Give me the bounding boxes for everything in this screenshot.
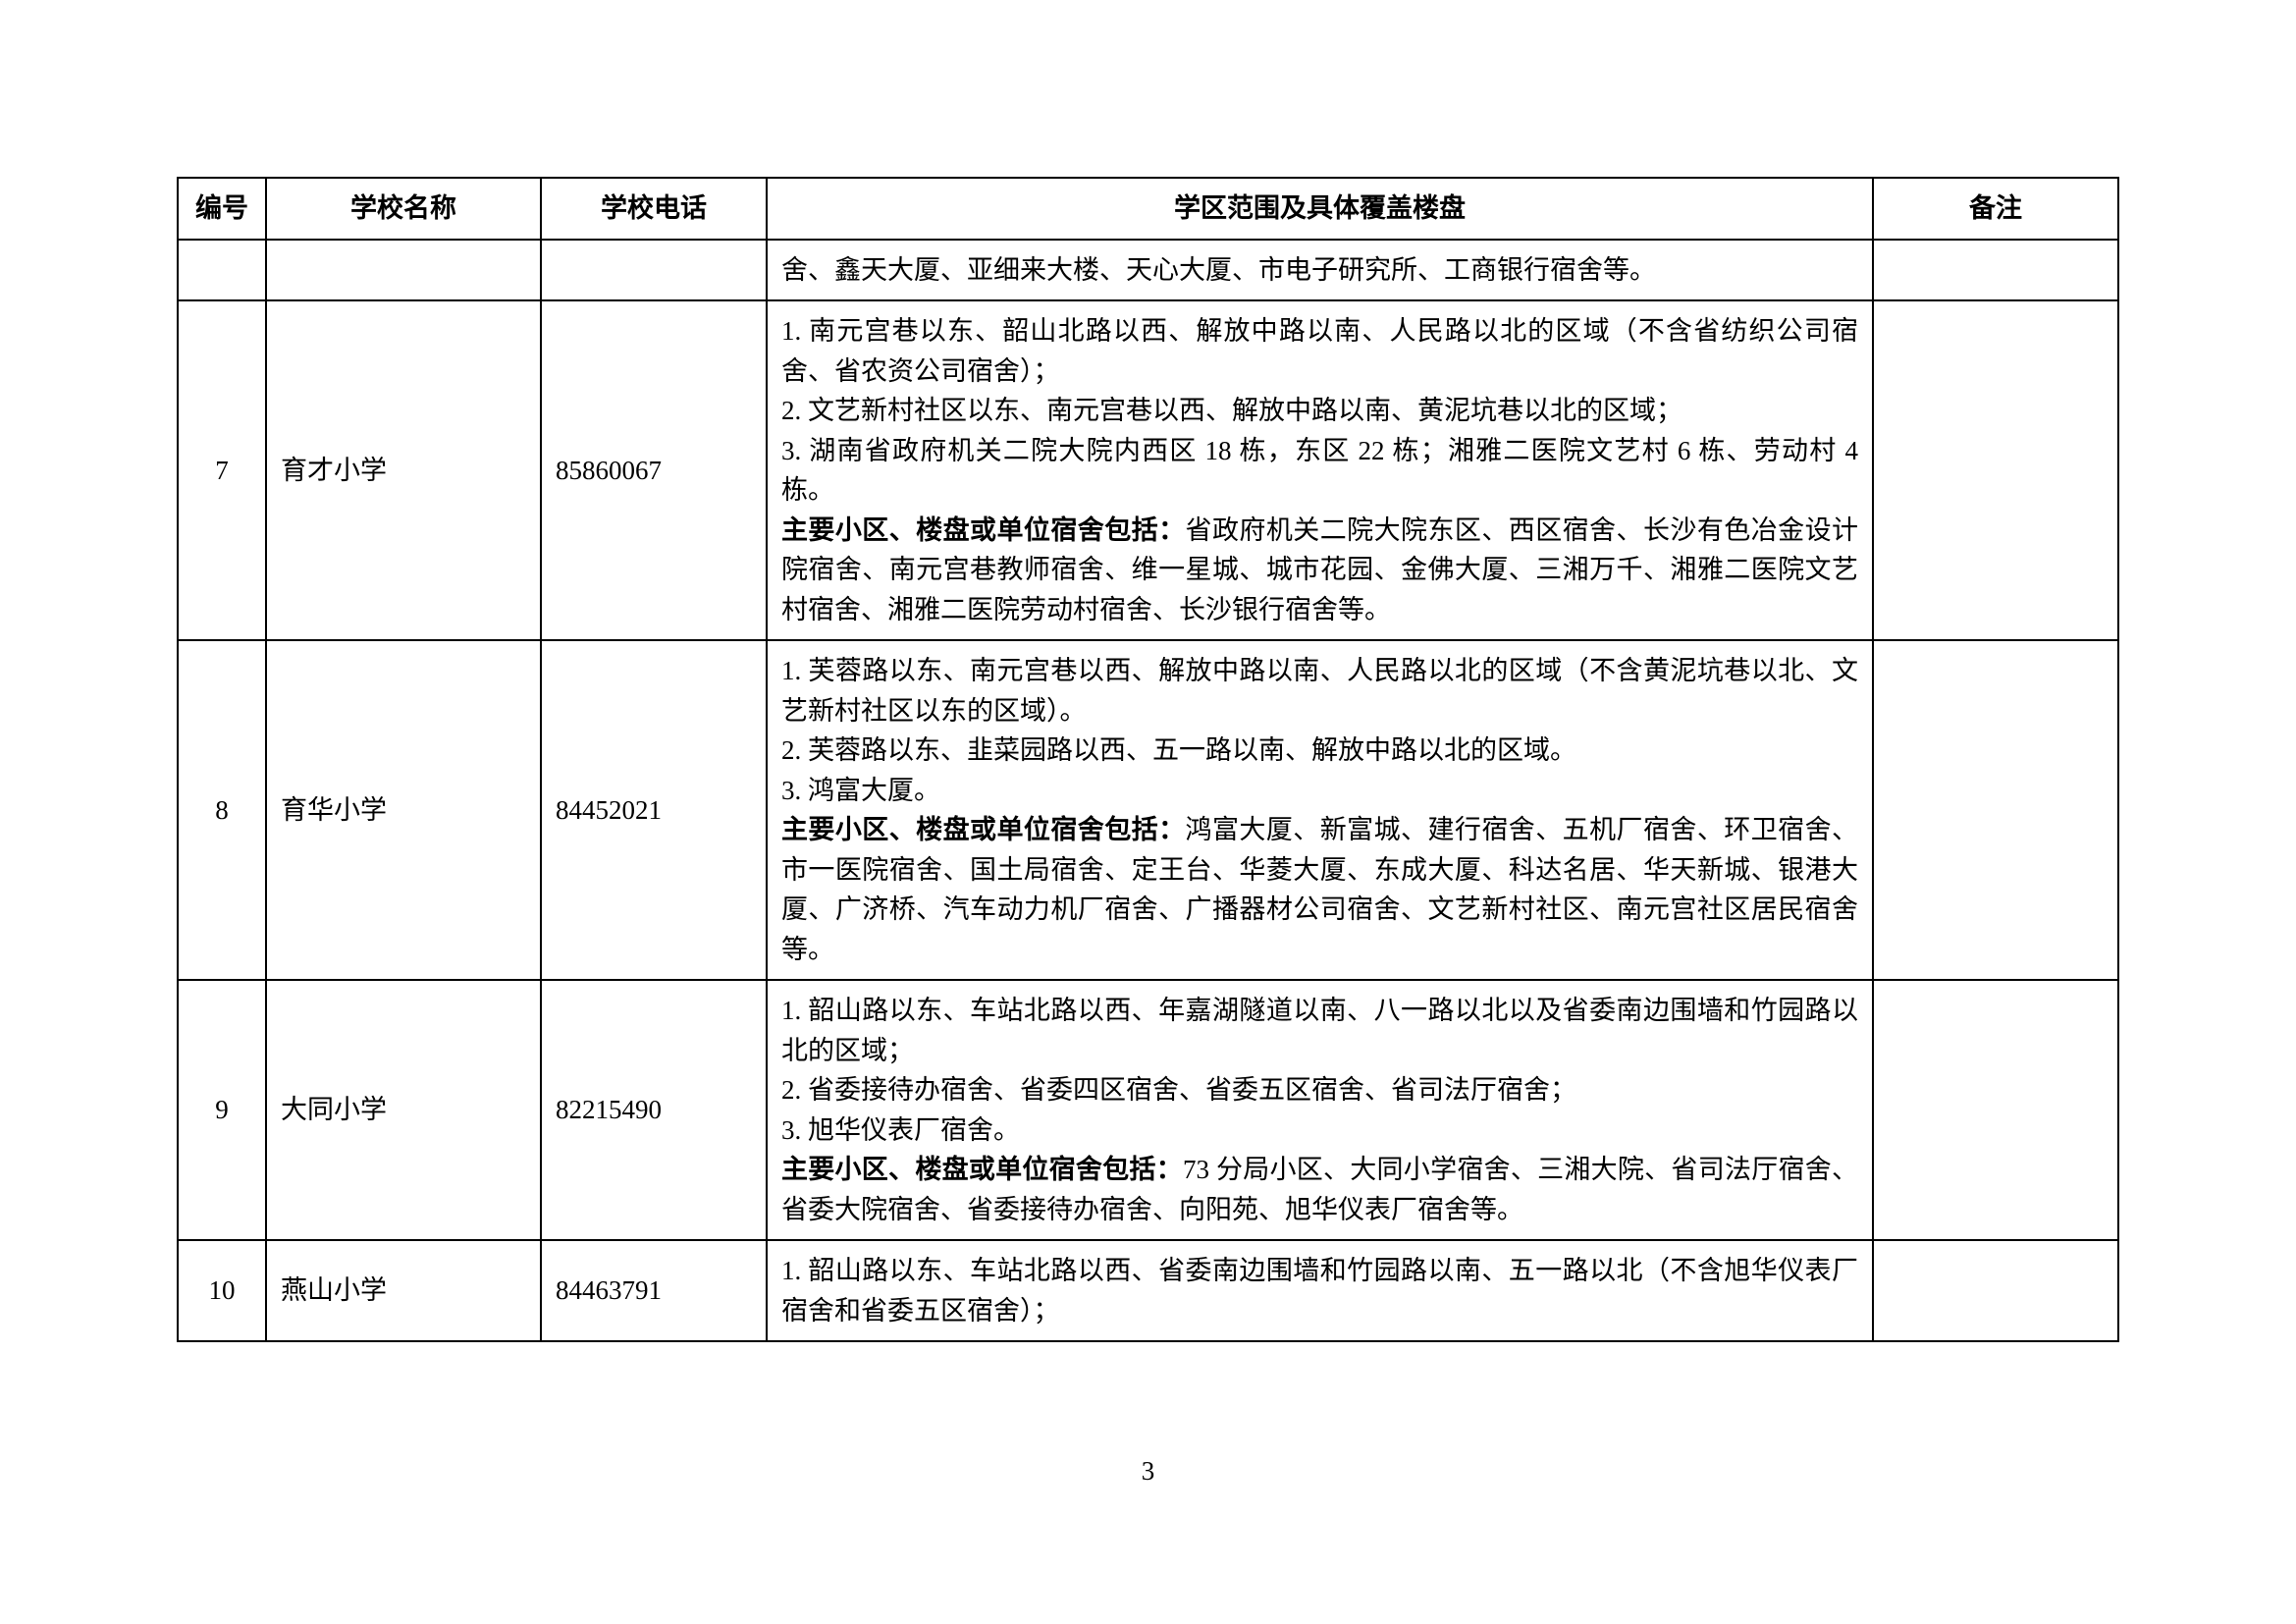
cell-description: 1. 南元宫巷以东、韶山北路以西、解放中路以南、人民路以北的区域（不含省纺织公司… — [767, 300, 1873, 640]
cell-phone: 85860067 — [541, 300, 767, 640]
cell-note — [1873, 240, 2118, 301]
table-row: 7育才小学858600671. 南元宫巷以东、韶山北路以西、解放中路以南、人民路… — [178, 300, 2118, 640]
cell-phone: 82215490 — [541, 980, 767, 1240]
desc-bold-label: 主要小区、楼盘或单位宿舍包括： — [781, 815, 1186, 844]
cell-id: 8 — [178, 640, 266, 980]
header-phone: 学校电话 — [541, 178, 767, 240]
desc-text: 1. 韶山路以东、车站北路以西、省委南边围墙和竹园路以南、五一路以北（不含旭华仪… — [781, 1256, 1858, 1326]
cell-description: 1. 芙蓉路以东、南元宫巷以西、解放中路以南、人民路以北的区域（不含黄泥坑巷以北… — [767, 640, 1873, 980]
cell-note — [1873, 640, 2118, 980]
cell-note — [1873, 1240, 2118, 1341]
cell-description: 1. 韶山路以东、车站北路以西、省委南边围墙和竹园路以南、五一路以北（不含旭华仪… — [767, 1240, 1873, 1341]
desc-bold-label: 主要小区、楼盘或单位宿舍包括： — [781, 515, 1186, 545]
desc-text: 1. 韶山路以东、车站北路以西、年嘉湖隧道以南、八一路以北以及省委南边围墙和竹园… — [781, 996, 1858, 1145]
header-name: 学校名称 — [266, 178, 541, 240]
desc-text: 1. 芙蓉路以东、南元宫巷以西、解放中路以南、人民路以北的区域（不含黄泥坑巷以北… — [781, 656, 1858, 805]
header-id: 编号 — [178, 178, 266, 240]
cell-school-name: 育华小学 — [266, 640, 541, 980]
header-note: 备注 — [1873, 178, 2118, 240]
cell-phone: 84452021 — [541, 640, 767, 980]
cell-id: 7 — [178, 300, 266, 640]
page-number: 3 — [0, 1456, 2296, 1487]
cell-description: 1. 韶山路以东、车站北路以西、年嘉湖隧道以南、八一路以北以及省委南边围墙和竹园… — [767, 980, 1873, 1240]
school-district-table: 编号 学校名称 学校电话 学区范围及具体覆盖楼盘 备注 舍、鑫天大厦、亚细来大楼… — [177, 177, 2119, 1342]
desc-text: 舍、鑫天大厦、亚细来大楼、天心大厦、市电子研究所、工商银行宿舍等。 — [781, 255, 1656, 285]
table-header-row: 编号 学校名称 学校电话 学区范围及具体覆盖楼盘 备注 — [178, 178, 2118, 240]
cell-id: 10 — [178, 1240, 266, 1341]
cell-id: 9 — [178, 980, 266, 1240]
table-row: 10燕山小学844637911. 韶山路以东、车站北路以西、省委南边围墙和竹园路… — [178, 1240, 2118, 1341]
table-row: 9大同小学822154901. 韶山路以东、车站北路以西、年嘉湖隧道以南、八一路… — [178, 980, 2118, 1240]
cell-phone: 84463791 — [541, 1240, 767, 1341]
cell-school-name: 燕山小学 — [266, 1240, 541, 1341]
cell-note — [1873, 980, 2118, 1240]
header-desc: 学区范围及具体覆盖楼盘 — [767, 178, 1873, 240]
table-row: 舍、鑫天大厦、亚细来大楼、天心大厦、市电子研究所、工商银行宿舍等。 — [178, 240, 2118, 301]
cell-note — [1873, 300, 2118, 640]
cell-phone — [541, 240, 767, 301]
desc-bold-label: 主要小区、楼盘或单位宿舍包括： — [781, 1155, 1183, 1184]
cell-school-name: 大同小学 — [266, 980, 541, 1240]
cell-id — [178, 240, 266, 301]
cell-school-name — [266, 240, 541, 301]
cell-description: 舍、鑫天大厦、亚细来大楼、天心大厦、市电子研究所、工商银行宿舍等。 — [767, 240, 1873, 301]
table-row: 8育华小学844520211. 芙蓉路以东、南元宫巷以西、解放中路以南、人民路以… — [178, 640, 2118, 980]
desc-text: 1. 南元宫巷以东、韶山北路以西、解放中路以南、人民路以北的区域（不含省纺织公司… — [781, 316, 1858, 505]
cell-school-name: 育才小学 — [266, 300, 541, 640]
